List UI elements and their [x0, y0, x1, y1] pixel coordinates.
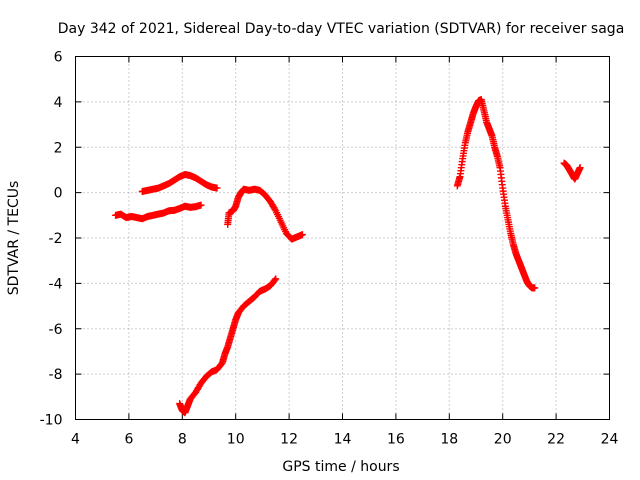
grid-lines — [75, 56, 610, 420]
x-tick-label: 16 — [387, 432, 405, 448]
y-tick-label: 6 — [54, 50, 63, 66]
data-point — [531, 284, 539, 292]
x-tick-label: 22 — [547, 432, 565, 448]
y-tick-label: 2 — [54, 140, 63, 156]
data-points — [112, 96, 584, 417]
y-tick-label: 0 — [54, 186, 63, 202]
series-segment-4 — [176, 275, 280, 417]
series-segment-3 — [224, 185, 306, 243]
x-tick-label: 20 — [494, 432, 512, 448]
data-point — [197, 201, 205, 209]
y-tick-label: -4 — [49, 276, 63, 292]
data-point — [271, 276, 279, 284]
series-segment-1 — [112, 201, 205, 223]
y-tick-label: -6 — [49, 322, 63, 338]
y-tick-labels: -10 -8 -6 -4 -2 0 2 4 6 — [40, 50, 63, 429]
x-tick-label: 6 — [124, 432, 133, 448]
x-tick-label: 18 — [440, 432, 458, 448]
y-tick-label: 4 — [54, 95, 63, 111]
data-point — [576, 164, 584, 172]
x-tick-label: 12 — [280, 432, 298, 448]
x-tick-labels: 4 6 8 10 12 14 16 18 20 22 24 — [71, 432, 618, 448]
x-tick-label: 10 — [227, 432, 245, 448]
data-point — [272, 275, 280, 283]
data-point — [213, 184, 221, 192]
y-tick-label: -2 — [49, 231, 63, 247]
series-segment-2 — [138, 170, 221, 195]
y-tick-label: -8 — [49, 367, 63, 383]
y-axis-title: SDTVAR / TECUs — [6, 181, 22, 296]
x-axis-title: GPS time / hours — [282, 459, 399, 475]
series-segment-6 — [560, 159, 584, 183]
chart-title: Day 342 of 2021, Sidereal Day-to-day VTE… — [58, 21, 625, 37]
x-tick-label: 14 — [334, 432, 352, 448]
x-tick-label: 4 — [71, 432, 80, 448]
series-segment-5 — [453, 96, 539, 292]
y-tick-label: -10 — [40, 413, 63, 429]
x-tick-label: 24 — [601, 432, 619, 448]
data-point — [298, 231, 306, 239]
x-tick-label: 8 — [178, 432, 187, 448]
plot-frame — [75, 56, 610, 420]
